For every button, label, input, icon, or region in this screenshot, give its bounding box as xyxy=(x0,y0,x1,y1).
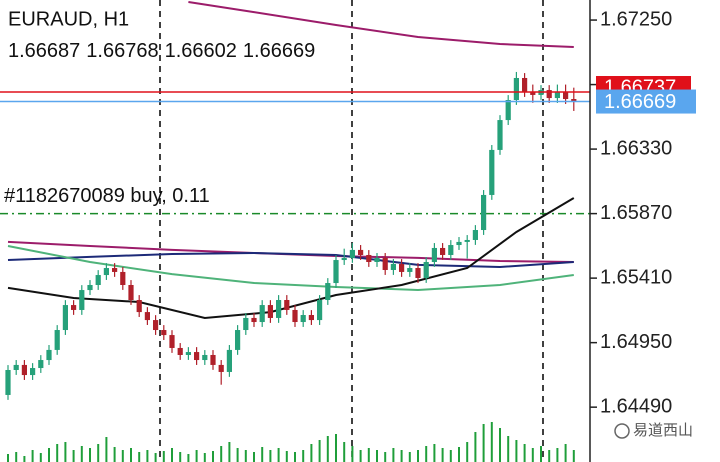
ohlc-values: 1.66687 1.66768 1.66602 1.66669 xyxy=(8,40,315,62)
candle-body xyxy=(120,271,126,285)
candle-body xyxy=(571,99,577,102)
candle-body xyxy=(13,364,19,370)
ohlc-value: 1.66602 xyxy=(165,40,237,62)
candle-body xyxy=(341,257,347,261)
candle-body xyxy=(46,349,52,361)
candle-body xyxy=(259,305,265,323)
candle-body xyxy=(210,354,216,365)
candle-body xyxy=(62,305,68,331)
candle-body xyxy=(128,284,134,301)
candle-body xyxy=(440,247,446,255)
price-axis: 1.672501.667901.663301.658701.654101.649… xyxy=(590,8,696,417)
y-tick-label: 1.67250 xyxy=(600,8,672,30)
candle-body xyxy=(358,249,364,255)
candle-body xyxy=(153,320,159,331)
candle-body xyxy=(382,257,388,270)
watermark-icon xyxy=(614,423,630,439)
candle-body xyxy=(325,283,331,301)
candle-body xyxy=(464,239,470,242)
candle-body xyxy=(251,317,257,323)
candle-body xyxy=(522,77,528,93)
candle-body xyxy=(366,254,372,262)
y-tick-label: 1.64950 xyxy=(600,331,672,353)
candle-body xyxy=(194,352,200,361)
candle-body xyxy=(431,247,437,262)
candle-body xyxy=(79,290,85,310)
bid-box xyxy=(596,89,696,114)
candle-body xyxy=(71,305,77,310)
candle-body xyxy=(554,92,560,99)
watermark: 易道西山 xyxy=(614,422,693,439)
candle-body xyxy=(489,149,495,195)
candle-body xyxy=(284,300,290,310)
candle-body xyxy=(530,92,536,95)
y-tick-label: 1.65870 xyxy=(600,202,672,224)
y-tick-label: 1.65410 xyxy=(600,266,672,288)
candle-body xyxy=(95,275,101,285)
candle-body xyxy=(267,305,273,318)
candle-body xyxy=(235,330,241,350)
y-tick-label: 1.64490 xyxy=(600,395,672,417)
symbol-title: EURAUD, H1 xyxy=(8,8,129,30)
candle-body xyxy=(448,245,454,255)
candle-body xyxy=(505,100,511,121)
candle-body xyxy=(300,315,306,323)
candle-body xyxy=(185,352,191,355)
candle-body xyxy=(563,92,569,100)
candle-body xyxy=(103,268,109,276)
candle-body xyxy=(87,284,93,291)
order-label: #1182670089 buy, 0.11 xyxy=(4,185,210,207)
candle-body xyxy=(423,261,429,278)
candle-body xyxy=(497,120,503,150)
ask-box xyxy=(596,76,691,93)
ohlc-value: 1.66669 xyxy=(243,40,315,62)
candle-body xyxy=(226,349,232,372)
ohlc-header: 1.66687 1.66768 1.66602 1.66669 xyxy=(8,40,315,62)
candle-body xyxy=(374,257,380,262)
indicator-line xyxy=(7,251,574,269)
candle-body xyxy=(333,260,339,284)
indicator-line xyxy=(7,197,575,320)
watermark-text: 易道西山 xyxy=(633,422,693,439)
candle-body xyxy=(481,194,487,231)
candle-body xyxy=(317,300,323,321)
candle-body xyxy=(349,249,355,258)
ohlc-value: 1.66768 xyxy=(86,40,158,62)
candle-body xyxy=(456,241,462,246)
candle-body xyxy=(54,330,60,350)
candle-body xyxy=(407,268,413,272)
candle-body xyxy=(169,335,175,348)
candle-body xyxy=(38,360,44,369)
candle-body xyxy=(218,364,224,372)
candle-body xyxy=(161,330,167,336)
candle-body xyxy=(177,347,183,355)
candle-body xyxy=(243,317,249,331)
y-tick-label: 1.66330 xyxy=(600,137,672,159)
candle-body xyxy=(415,268,421,278)
candle-body xyxy=(513,77,519,101)
indicator-line xyxy=(7,245,574,292)
candle-body xyxy=(21,364,27,376)
candle-body xyxy=(276,300,282,318)
candle-body xyxy=(30,368,36,376)
candle-body xyxy=(308,315,314,321)
candle-body xyxy=(546,90,552,99)
candle-body xyxy=(292,309,298,323)
candle-body xyxy=(112,268,118,272)
candle-body xyxy=(5,369,11,395)
plot-area: #1182670089 buy, 0.11 xyxy=(0,1,590,462)
candle-body xyxy=(390,263,396,270)
candle-body xyxy=(472,230,478,240)
candle-body xyxy=(136,300,142,313)
candle-body xyxy=(144,312,150,321)
candle-body xyxy=(399,263,405,272)
indicator-line xyxy=(188,1,574,48)
bid-label: 1.66669 xyxy=(604,91,676,113)
candle-body xyxy=(202,354,208,361)
ohlc-value: 1.66687 xyxy=(8,40,80,62)
